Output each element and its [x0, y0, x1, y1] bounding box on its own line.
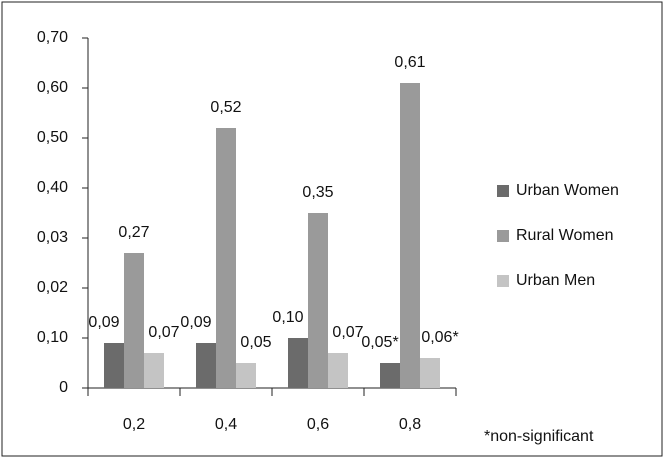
value-label: 0,05*: [361, 334, 398, 351]
legend-label: Urban Women: [516, 182, 619, 199]
x-tick-label: 0,6: [307, 416, 329, 433]
bar: [308, 213, 328, 388]
bar: [380, 363, 400, 388]
value-label: 0,09: [88, 314, 119, 331]
value-label: 0,09: [180, 314, 211, 331]
value-label: 0,52: [210, 99, 241, 116]
value-label: 0,07: [332, 324, 363, 341]
y-tick-label: 0,40: [37, 179, 68, 196]
legend-label: Rural Women: [516, 227, 614, 244]
y-tick-label: 0,10: [37, 329, 68, 346]
bar: [196, 343, 216, 388]
x-tick-label: 0,4: [215, 416, 237, 433]
bar: [216, 128, 236, 388]
value-label: 0,07: [148, 324, 179, 341]
bar: [288, 338, 308, 388]
legend-label: Urban Men: [516, 272, 595, 289]
value-label: 0,06*: [421, 329, 458, 346]
bar: [328, 353, 348, 388]
y-tick-label: 0,50: [37, 129, 68, 146]
annotation: *non-significant: [484, 428, 594, 445]
value-label: 0,05: [240, 334, 271, 351]
bar: [420, 358, 440, 388]
y-tick-label: 0,03: [37, 229, 68, 246]
x-tick-label: 0,2: [123, 416, 145, 433]
y-tick-label: 0,60: [37, 79, 68, 96]
bar: [104, 343, 124, 388]
value-label: 0,27: [118, 224, 149, 241]
value-label: 0,61: [394, 54, 425, 71]
legend-swatch: [497, 230, 509, 242]
y-tick-label: 0,70: [37, 29, 68, 46]
bar: [400, 83, 420, 388]
value-label: 0,10: [272, 309, 303, 326]
bar: [236, 363, 256, 388]
legend-swatch: [497, 185, 509, 197]
y-tick-label: 0: [59, 379, 68, 396]
y-tick-label: 0,02: [37, 279, 68, 296]
value-label: 0,35: [302, 184, 333, 201]
bar: [124, 253, 144, 388]
legend-swatch: [497, 275, 509, 287]
x-tick-label: 0,8: [399, 416, 421, 433]
bar: [144, 353, 164, 388]
